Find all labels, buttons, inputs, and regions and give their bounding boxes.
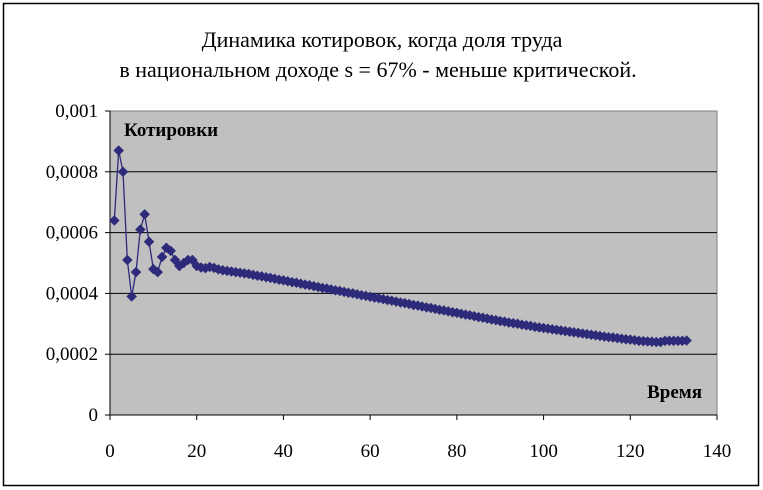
data-point xyxy=(156,251,168,263)
data-point xyxy=(681,335,693,346)
data-point xyxy=(126,291,138,302)
x-axis-label: Время xyxy=(647,382,702,403)
x-tick-label: 80 xyxy=(447,441,466,462)
data-point xyxy=(187,254,198,266)
y-tick-label: 0,001 xyxy=(55,101,98,122)
data-point xyxy=(143,236,155,248)
data-point xyxy=(152,266,164,278)
gridlines xyxy=(110,171,717,355)
y-tick-label: 0,0004 xyxy=(46,283,99,304)
y-axis-ticks: 0 0,0002 0,0004 0,0006 0,0008 0,001 xyxy=(46,101,110,426)
x-tick-label: 140 xyxy=(703,441,732,462)
x-tick-label: 100 xyxy=(529,441,558,462)
x-axis-ticks: 0 20 40 60 80 100 120 140 xyxy=(105,415,731,462)
data-point xyxy=(130,266,142,278)
x-tick-label: 20 xyxy=(187,441,206,462)
plot-area xyxy=(109,110,718,416)
data-point xyxy=(139,209,151,220)
y-tick-label: 0 xyxy=(89,405,99,426)
data-point xyxy=(108,215,120,226)
y-tick-label: 0,0002 xyxy=(46,344,98,365)
chart-title-line-1: Динамика котировок, когда доля труда xyxy=(202,27,563,52)
data-point xyxy=(165,245,177,257)
y-tick-label: 0,0008 xyxy=(46,162,98,183)
data-point xyxy=(134,224,146,235)
y-axis-label: Котировки xyxy=(124,120,218,141)
x-tick-label: 120 xyxy=(616,441,645,462)
series-quotes xyxy=(108,145,693,348)
x-tick-label: 0 xyxy=(105,441,115,462)
data-point xyxy=(113,145,125,156)
x-tick-label: 40 xyxy=(274,441,293,462)
data-point xyxy=(121,254,133,266)
x-tick-label: 60 xyxy=(361,441,380,462)
data-point xyxy=(169,254,181,266)
chart-title-line-2: в национальном доходе s = 67% - меньше к… xyxy=(119,57,636,82)
data-point xyxy=(117,166,129,178)
y-tick-label: 0,0006 xyxy=(46,223,98,244)
